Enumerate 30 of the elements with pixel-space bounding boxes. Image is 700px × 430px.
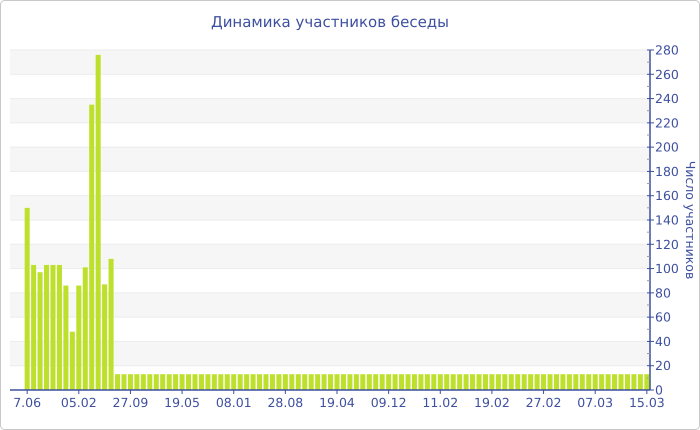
x-tick-label: 15.03 bbox=[628, 395, 665, 410]
y-tick-label: 40 bbox=[655, 334, 671, 349]
x-tick-label: 7.06 bbox=[13, 395, 42, 410]
x-tick-label: 07.03 bbox=[577, 395, 614, 410]
y-tick-label: 280 bbox=[655, 42, 679, 58]
x-tick-label: 11.02 bbox=[422, 395, 458, 410]
x-tick-label: 09.12 bbox=[370, 395, 407, 410]
x-tick-label: 27.02 bbox=[526, 395, 562, 410]
x-tick-label: 19.05 bbox=[164, 395, 200, 410]
y-tick-label: 180 bbox=[655, 164, 679, 179]
y-tick-label: 240 bbox=[655, 91, 679, 106]
x-tick-label: 05.02 bbox=[60, 395, 97, 410]
y-axis-title: Число участников bbox=[683, 160, 698, 280]
y-tick-label: 60 bbox=[655, 310, 671, 325]
y-tick-label: 200 bbox=[655, 140, 679, 155]
x-tick-label: 19.02 bbox=[474, 395, 510, 410]
y-tick-label: 140 bbox=[655, 212, 679, 228]
x-tick-label: 08.01 bbox=[216, 395, 252, 410]
chart-title: Динамика участников беседы bbox=[210, 13, 450, 31]
y-tick-label: 220 bbox=[655, 115, 679, 130]
y-tick-label: 100 bbox=[655, 261, 679, 276]
y-tick-label: 160 bbox=[655, 188, 679, 204]
y-tick-label: 120 bbox=[655, 236, 679, 252]
y-tick-label: 20 bbox=[655, 358, 671, 374]
x-tick-label: 28.08 bbox=[267, 395, 304, 410]
x-tick-label: 27.09 bbox=[112, 395, 148, 410]
y-tick-label: 0 bbox=[655, 382, 663, 398]
x-tick-label: 19.04 bbox=[319, 395, 355, 410]
y-tick-label: 260 bbox=[655, 66, 679, 82]
y-tick-label: 80 bbox=[655, 285, 671, 300]
